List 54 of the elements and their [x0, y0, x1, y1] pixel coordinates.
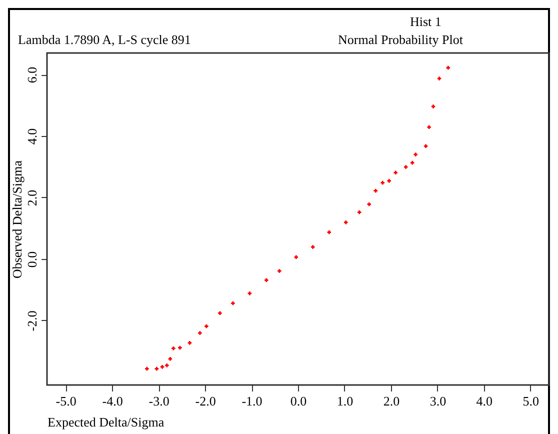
y-tick-label: 0.0 [24, 251, 40, 268]
chart-subtitle: Hist 1 [410, 14, 442, 30]
x-axis-title: Expected Delta/Sigma [48, 414, 164, 430]
y-axis-title: Observed Delta/Sigma [10, 160, 24, 279]
x-tick-label: -1.0 [242, 394, 262, 408]
point [218, 311, 222, 315]
point [248, 292, 252, 296]
point [437, 76, 442, 80]
point [168, 357, 172, 361]
point [160, 364, 164, 369]
point [387, 179, 391, 183]
point [344, 220, 348, 224]
point [294, 255, 298, 259]
point [311, 245, 315, 249]
x-tick-label: 4.0 [476, 394, 493, 408]
point [145, 366, 149, 371]
point [380, 180, 384, 185]
point [327, 230, 332, 234]
point [367, 202, 371, 206]
y-tick-label: -2.0 [24, 310, 40, 332]
point [154, 366, 159, 371]
point [427, 125, 431, 129]
x-tick-label: -5.0 [56, 394, 76, 408]
point [204, 324, 208, 328]
x-tick-label: 1.0 [336, 394, 354, 408]
y-tick-label: 4.0 [24, 128, 40, 145]
x-tick-label: 2.0 [383, 394, 400, 408]
point [431, 104, 436, 108]
x-tick-label: -4.0 [102, 394, 123, 408]
chart-title: Normal Probability Plot [338, 32, 463, 48]
x-tick-label: 5.0 [522, 394, 540, 408]
point [264, 278, 268, 282]
point [278, 269, 282, 273]
y-tick-label: 2.0 [24, 190, 40, 206]
point [410, 160, 414, 165]
point [414, 152, 418, 156]
point [188, 341, 192, 345]
y-tick-label: 6.0 [24, 66, 40, 84]
point [172, 346, 176, 350]
point [374, 188, 378, 193]
point [178, 346, 182, 350]
point [394, 170, 398, 174]
point [165, 363, 169, 368]
point [424, 144, 428, 148]
point [357, 210, 362, 214]
x-tick-label: 0.0 [290, 394, 307, 408]
point [231, 301, 235, 306]
point [404, 165, 408, 169]
point [198, 331, 202, 335]
x-tick-label: 3.0 [430, 394, 446, 408]
point [446, 66, 450, 70]
text: Lambda 1.7890 A, L-S cycle 891 [18, 32, 191, 48]
x-tick-label: -2.0 [195, 394, 216, 408]
x-tick-label: -3.0 [148, 394, 170, 408]
